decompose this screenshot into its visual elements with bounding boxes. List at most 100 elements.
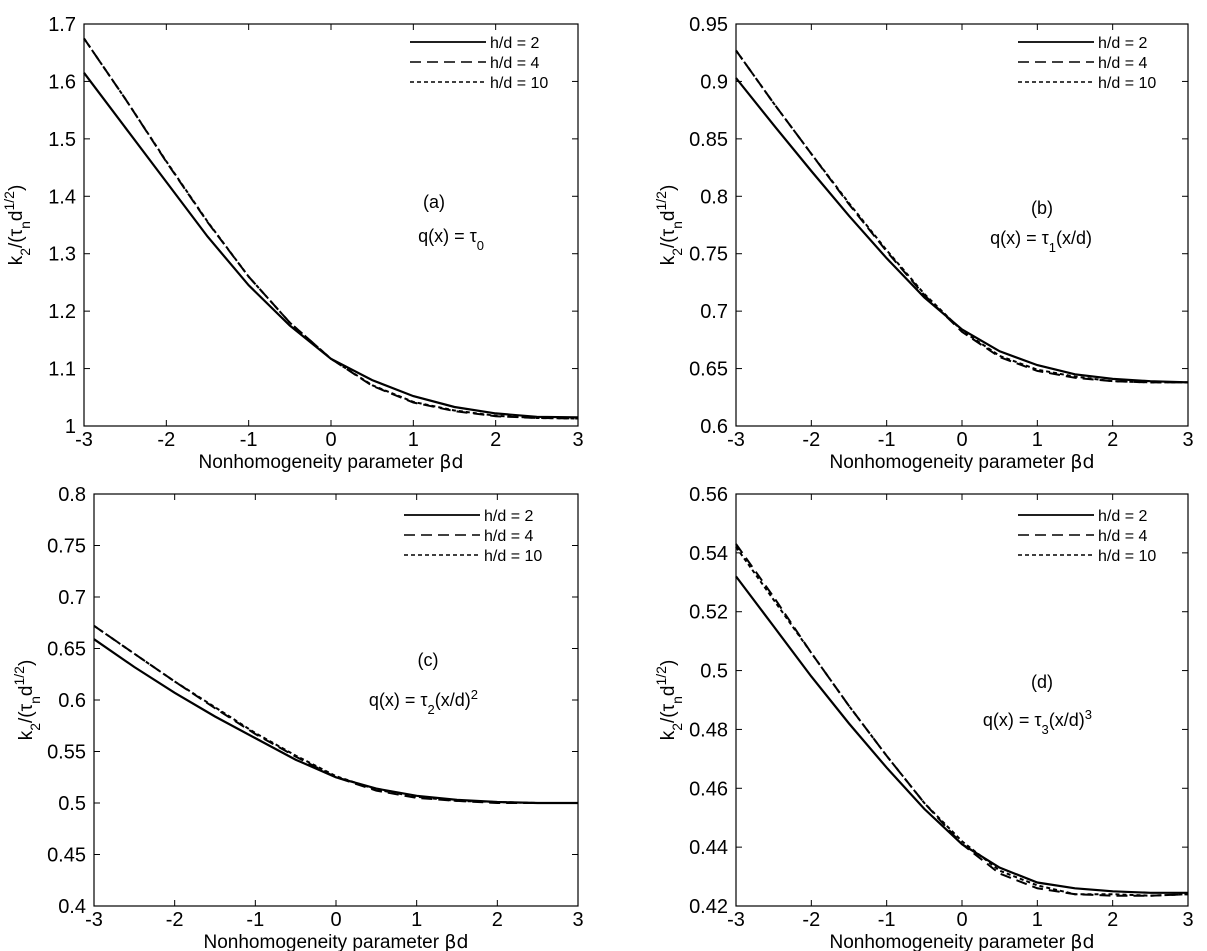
x-tick-label: 2: [1107, 429, 1118, 451]
load-function-annotation: q(x) = τ0: [418, 226, 484, 253]
x-tick-label: -2: [166, 909, 184, 931]
panel-label: (d): [1031, 672, 1053, 692]
y-tick-label: 0.54: [689, 543, 728, 565]
legend: h/d = 2 h/d = 4 h/d = 10: [404, 508, 542, 565]
y-tick-label: 1.6: [48, 71, 76, 93]
series-line-3: [93, 624, 578, 804]
y-tick-label: 0.42: [689, 896, 728, 918]
x-tick-label: -2: [802, 909, 820, 931]
legend-label-1: h/d = 2: [1098, 35, 1147, 52]
y-tick-label: 0.8: [700, 186, 728, 208]
legend-label-2: h/d = 4: [1098, 528, 1147, 545]
legend-label-2: h/d = 4: [490, 55, 539, 72]
x-tick-label: -3: [727, 909, 745, 931]
x-tick-label: -1: [878, 429, 896, 451]
y-tick-label: 0.56: [689, 484, 728, 506]
chart-panel-1: -3 -2 -1 0 1 2 3 1 1.1 1.2 1.3 1.4 1.5 1.6 1.7 Nonhomog…: [1, 14, 584, 473]
x-tick-label: -3: [727, 429, 745, 451]
y-tick-label: 1.5: [48, 129, 76, 151]
legend-label-2: h/d = 4: [1098, 55, 1147, 72]
y-tick-label: 1.1: [48, 359, 76, 381]
load-function-annotation: q(x) = τ1(x/d): [990, 228, 1092, 255]
y-tick-label: 0.6: [700, 416, 728, 438]
y-tick-label: 0.5: [700, 661, 728, 683]
y-tick-label: 0.52: [689, 602, 728, 624]
y-tick-label: 0.85: [689, 129, 728, 151]
y-tick-label: 0.65: [47, 639, 86, 661]
x-tick-label: 2: [1107, 909, 1118, 931]
y-tick-label: 0.75: [47, 536, 86, 558]
x-tick-label: -2: [157, 429, 175, 451]
y-tick-label: 0.46: [689, 778, 728, 800]
y-tick-label: 1.3: [48, 244, 76, 266]
x-tick-label: -3: [85, 909, 103, 931]
y-tick-label: 0.4: [58, 896, 86, 918]
series-line-3: [83, 37, 579, 420]
x-tick-label: 0: [956, 909, 967, 931]
chart-panel-2: -3 -2 -1 0 1 2 3 0.6 0.65 0.7 0.75 0.8 0.85 0.9 0.95 No…: [653, 14, 1194, 473]
y-tick-label: 0.6: [58, 690, 86, 712]
y-tick-label: 0.9: [700, 71, 728, 93]
x-tick-label: 2: [490, 429, 501, 451]
x-tick-label: 2: [492, 909, 503, 931]
y-axis-label: k2/(τnd1/2): [11, 660, 43, 741]
y-tick-label: 0.45: [47, 845, 86, 867]
y-tick-label: 0.48: [689, 719, 728, 741]
chart-panel-3: -3 -2 -1 0 1 2 3 0.4 0.45 0.5 0.55 0.6 0.65 0.7 0.75 0.…: [11, 484, 584, 951]
x-tick-label: 1: [408, 429, 419, 451]
y-axis-label: k2/(τnd1/2): [1, 185, 33, 266]
x-axis-label: Nonhomogeneity parameter βd: [204, 931, 469, 951]
series-line-1: [735, 77, 1189, 384]
panel-label: (c): [418, 650, 439, 670]
y-axis-label: k2/(τnd1/2): [653, 185, 685, 266]
load-function-annotation: q(x) = τ2(x/d)2: [369, 687, 478, 717]
legend: h/d = 2 h/d = 4 h/d = 10: [1018, 508, 1156, 565]
x-tick-label: 3: [572, 909, 583, 931]
load-function-annotation: q(x) = τ3(x/d)3: [983, 707, 1092, 737]
x-axis-label: Nonhomogeneity parameter βd: [830, 931, 1095, 951]
x-tick-label: 1: [1032, 429, 1043, 451]
y-tick-label: 1.4: [48, 186, 76, 208]
y-tick-label: 0.95: [689, 14, 728, 36]
legend-label-1: h/d = 2: [484, 508, 533, 525]
x-axis-label: Nonhomogeneity parameter βd: [199, 451, 464, 473]
x-tick-label: 1: [411, 909, 422, 931]
series-line-1: [93, 638, 578, 805]
x-tick-label: 0: [956, 429, 967, 451]
series-line-2: [735, 49, 1188, 384]
legend-label-3: h/d = 10: [490, 75, 548, 92]
y-axis-label: k2/(τnd1/2): [653, 660, 685, 741]
series-line-2: [735, 543, 1189, 897]
x-tick-label: 3: [572, 429, 583, 451]
y-tick-label: 1: [65, 416, 76, 438]
legend-label-2: h/d = 4: [484, 528, 533, 545]
x-tick-label: -3: [75, 429, 93, 451]
y-tick-label: 0.8: [58, 484, 86, 506]
x-tick-label: -1: [246, 909, 264, 931]
series-line-3: [735, 49, 1188, 384]
x-tick-label: 1: [1032, 909, 1043, 931]
y-tick-label: 0.5: [58, 793, 86, 815]
series-line-3: [735, 546, 1189, 897]
x-tick-label: -2: [802, 429, 820, 451]
legend-label-3: h/d = 10: [484, 548, 542, 565]
y-tick-label: 0.75: [689, 244, 728, 266]
y-tick-label: 0.7: [58, 587, 86, 609]
series-line-1: [83, 72, 579, 419]
x-axis-label: Nonhomogeneity parameter βd: [830, 451, 1095, 473]
y-tick-label: 1.2: [48, 301, 76, 323]
chart-panel-4: -3 -2 -1 0 1 2 3 0.42 0.44 0.46 0.48 0.5 0.52 0.54 0.5…: [653, 484, 1194, 951]
y-tick-label: 1.7: [48, 14, 76, 36]
legend-label-1: h/d = 2: [490, 35, 539, 52]
x-tick-label: 3: [1182, 909, 1193, 931]
x-tick-label: -1: [878, 909, 896, 931]
y-tick-label: 0.44: [689, 837, 728, 859]
x-tick-label: 0: [330, 909, 341, 931]
panel-label: (a): [423, 192, 445, 212]
panel-label: (b): [1031, 198, 1053, 218]
legend: h/d = 2 h/d = 4 h/d = 10: [410, 35, 548, 92]
y-tick-label: 0.7: [700, 301, 728, 323]
legend: h/d = 2 h/d = 4 h/d = 10: [1018, 35, 1156, 92]
x-tick-label: 0: [325, 429, 336, 451]
